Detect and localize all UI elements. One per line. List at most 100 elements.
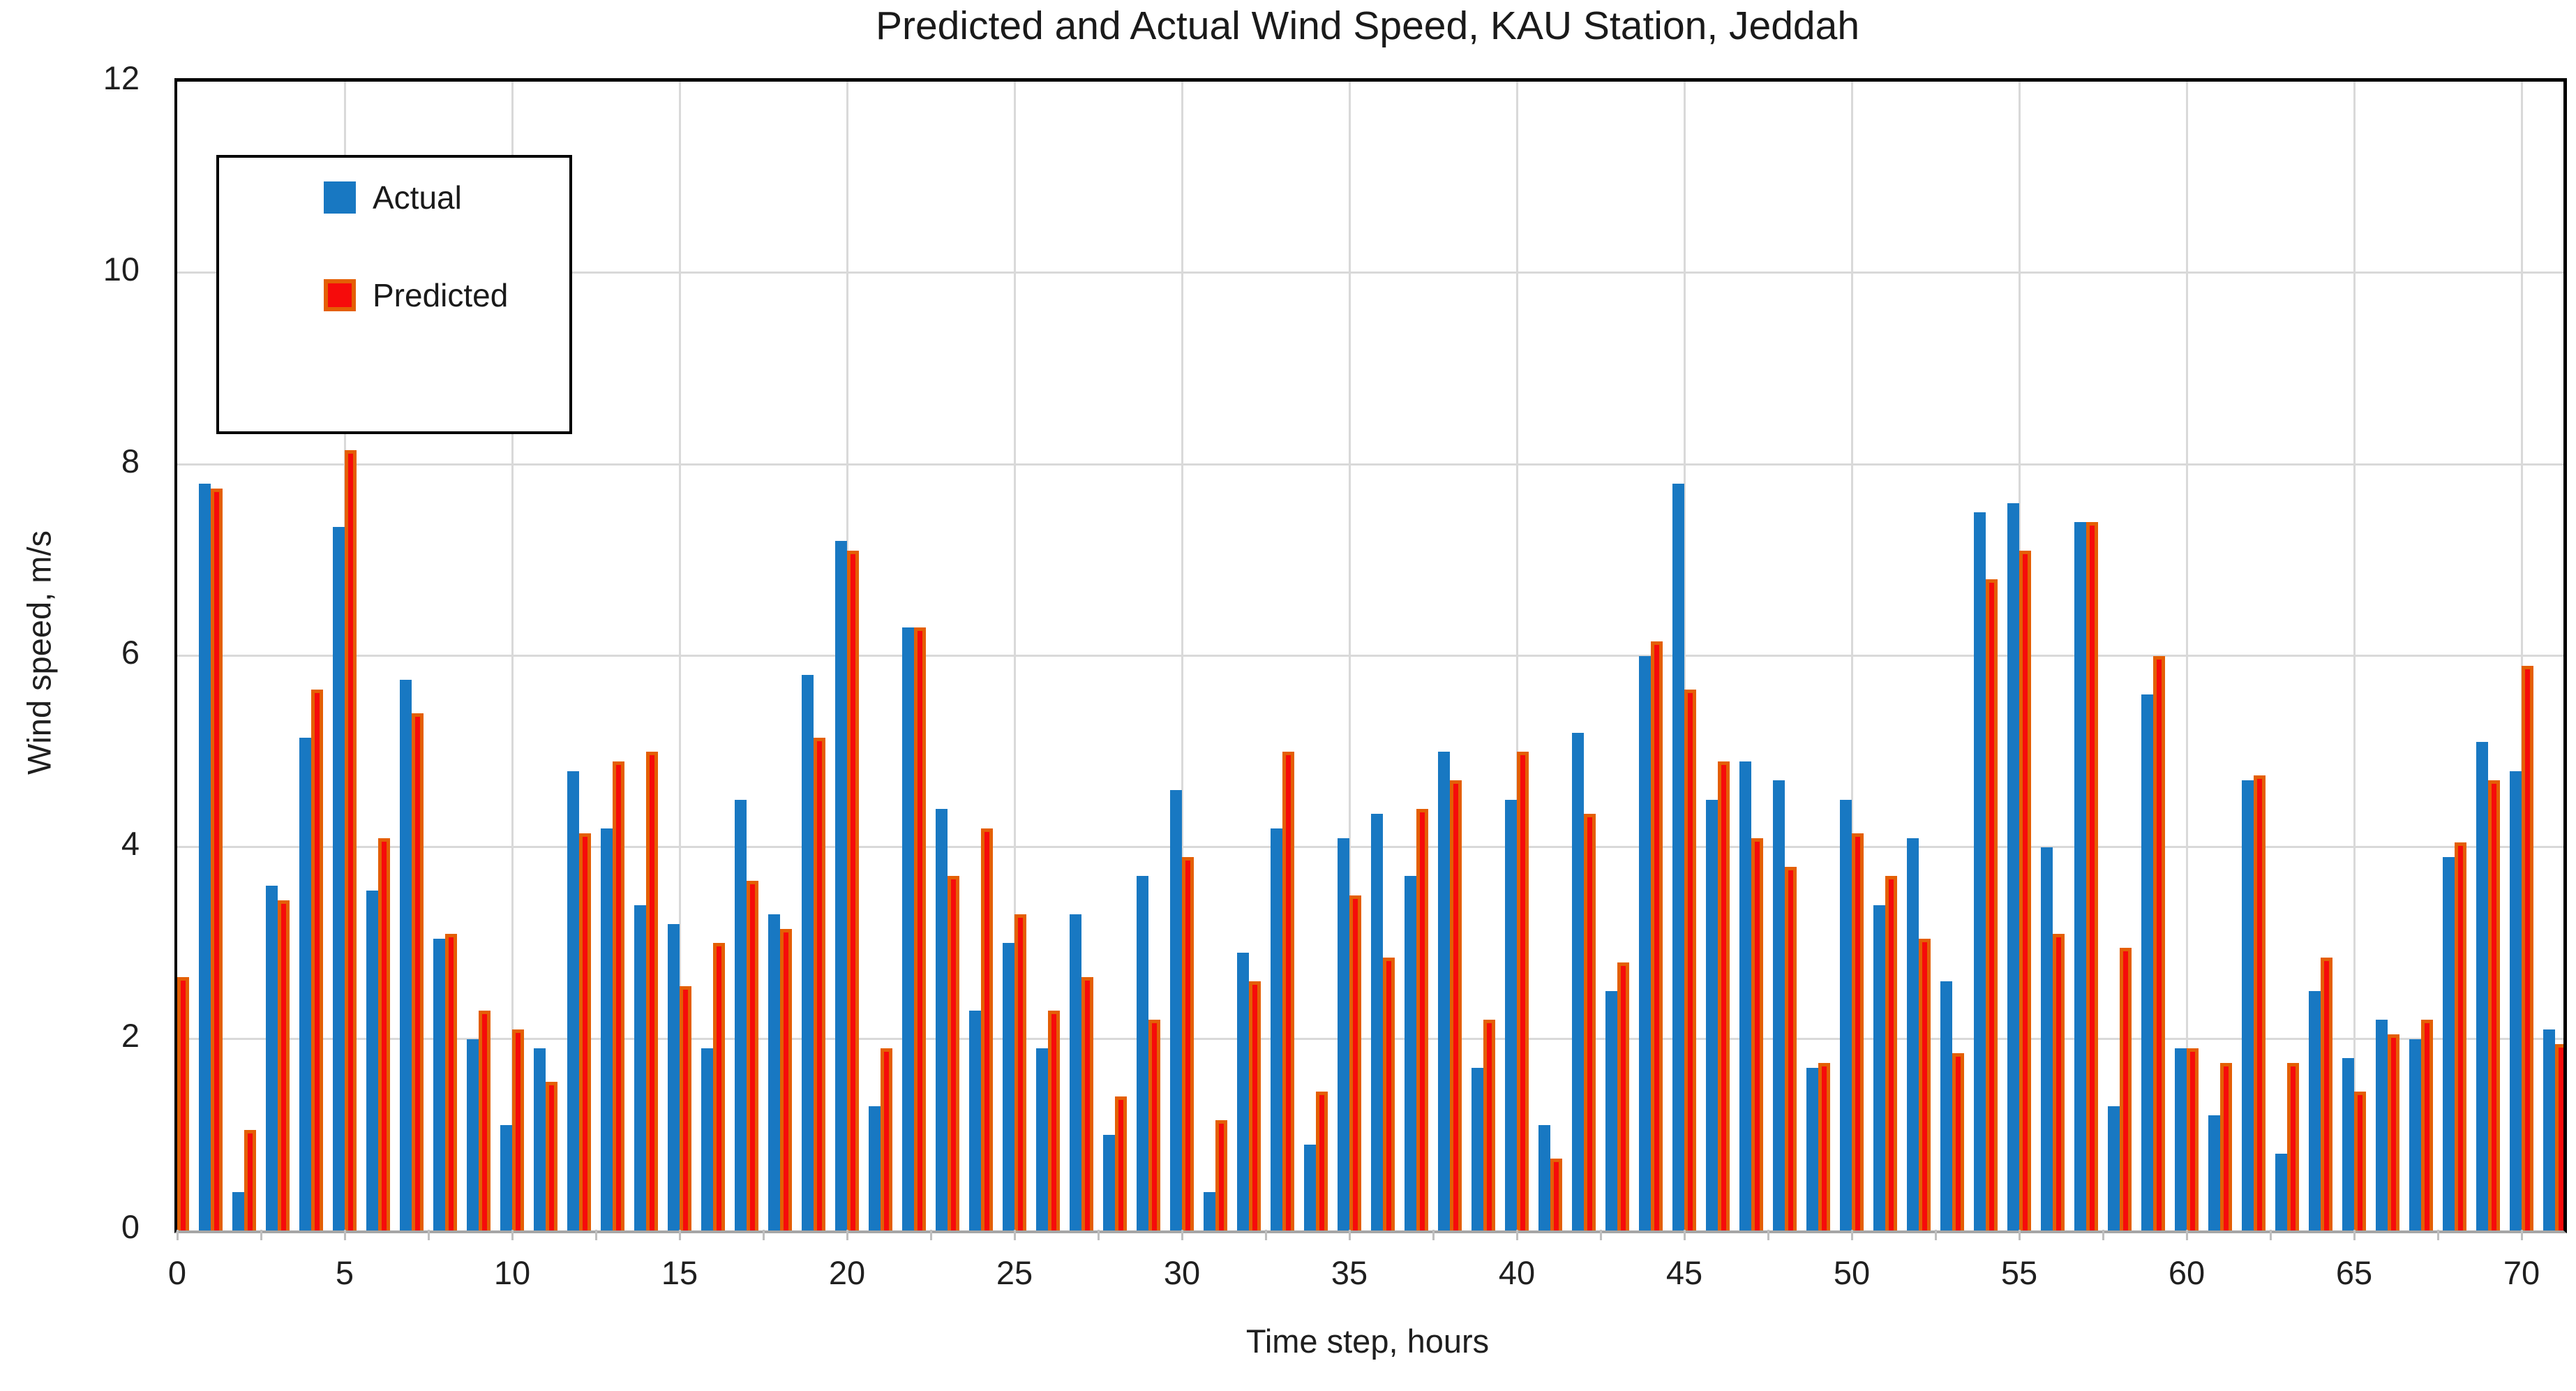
bar-actual-t27 — [1070, 914, 1081, 1230]
bar-predicted-t56 — [2053, 934, 2065, 1230]
x-axis-tick — [1098, 1230, 1100, 1240]
bar-predicted-t39 — [1483, 1020, 1495, 1230]
bar-predicted-t37 — [1416, 809, 1428, 1230]
x-tick-label: 10 — [493, 1254, 531, 1291]
x-axis-tick — [1935, 1230, 1937, 1240]
vertical-gridline — [1851, 82, 1853, 1230]
bar-predicted-t21 — [881, 1048, 892, 1230]
x-axis-tick — [679, 1230, 681, 1240]
bar-predicted-t42 — [1584, 814, 1596, 1230]
bar-actual-t53 — [1940, 981, 1952, 1230]
x-axis-tick — [2353, 1230, 2356, 1240]
bar-actual-t13 — [601, 828, 613, 1230]
x-axis-tick — [1600, 1230, 1602, 1240]
bar-predicted-t63 — [2287, 1063, 2299, 1230]
bar-predicted-t71 — [2555, 1044, 2563, 1230]
x-axis-tick — [2186, 1230, 2188, 1240]
x-axis-tick — [763, 1230, 765, 1240]
bar-predicted-t48 — [1785, 867, 1797, 1230]
bar-predicted-t16 — [713, 943, 725, 1230]
y-tick-label: 12 — [103, 59, 140, 96]
vertical-gridline — [1014, 82, 1016, 1230]
bar-actual-t47 — [1739, 761, 1751, 1230]
bar-predicted-t7 — [412, 713, 424, 1230]
horizontal-gridline — [177, 463, 2563, 466]
bar-predicted-t52 — [1919, 939, 1931, 1230]
bar-predicted-t57 — [2086, 522, 2098, 1230]
x-axis-tick — [2270, 1230, 2272, 1240]
bar-actual-t33 — [1271, 828, 1282, 1230]
bar-predicted-t12 — [579, 833, 591, 1230]
bar-predicted-t59 — [2153, 656, 2165, 1230]
bar-predicted-t50 — [1852, 833, 1864, 1230]
bar-actual-t67 — [2409, 1039, 2421, 1230]
bar-actual-t61 — [2208, 1115, 2220, 1230]
bar-predicted-t17 — [747, 881, 758, 1230]
bar-actual-t65 — [2342, 1058, 2354, 1230]
bar-actual-t50 — [1840, 800, 1852, 1230]
bar-predicted-t0 — [177, 977, 189, 1230]
bar-actual-t29 — [1137, 876, 1148, 1230]
bar-actual-t24 — [969, 1011, 981, 1230]
x-axis-tick — [1181, 1230, 1183, 1240]
bar-actual-t28 — [1103, 1135, 1115, 1230]
x-axis-tick — [2102, 1230, 2104, 1240]
bar-predicted-t69 — [2488, 780, 2500, 1230]
bar-predicted-t58 — [2120, 948, 2132, 1230]
bar-predicted-t5 — [345, 450, 357, 1230]
x-axis-title: Time step, hours — [1245, 1323, 1490, 1360]
bar-predicted-t11 — [546, 1082, 557, 1230]
bar-actual-t55 — [2007, 503, 2019, 1230]
chart-title: Predicted and Actual Wind Speed, KAU Sta… — [875, 3, 1860, 48]
bar-predicted-t30 — [1182, 857, 1194, 1230]
bar-actual-t51 — [1873, 905, 1885, 1230]
bar-predicted-t66 — [2388, 1034, 2399, 1230]
bar-actual-t57 — [2074, 522, 2086, 1230]
bar-actual-t14 — [634, 905, 646, 1230]
vertical-gridline — [679, 82, 681, 1230]
x-tick-label: 35 — [1331, 1254, 1368, 1291]
bar-predicted-t14 — [646, 752, 658, 1230]
bar-actual-t5 — [333, 527, 345, 1230]
vertical-gridline — [1349, 82, 1351, 1230]
x-tick-label: 25 — [996, 1254, 1033, 1291]
bar-predicted-t9 — [479, 1011, 491, 1230]
x-axis-tick — [511, 1230, 514, 1240]
x-tick-label: 55 — [2000, 1254, 2038, 1291]
bar-actual-t62 — [2242, 780, 2254, 1230]
y-tick-label: 8 — [121, 442, 140, 479]
bar-predicted-t4 — [311, 690, 323, 1230]
bar-predicted-t6 — [378, 838, 390, 1230]
x-axis-tick — [260, 1230, 262, 1240]
bar-actual-t9 — [467, 1039, 479, 1230]
bar-predicted-t47 — [1751, 838, 1763, 1230]
bar-predicted-t27 — [1081, 977, 1093, 1230]
bar-predicted-t70 — [2522, 666, 2533, 1230]
bar-actual-t21 — [869, 1106, 881, 1230]
bar-actual-t56 — [2041, 847, 2053, 1230]
bar-actual-t45 — [1672, 484, 1684, 1230]
legend-label-actual: Actual — [373, 179, 462, 216]
y-tick-label: 0 — [121, 1208, 140, 1245]
bar-actual-t31 — [1204, 1192, 1215, 1230]
x-tick-label: 20 — [828, 1254, 866, 1291]
bar-actual-t68 — [2443, 857, 2455, 1230]
x-tick-label: 50 — [1833, 1254, 1871, 1291]
bar-actual-t40 — [1505, 800, 1517, 1230]
vertical-gridline — [2186, 82, 2188, 1230]
horizontal-gridline — [177, 271, 2563, 274]
y-tick-label: 4 — [121, 825, 140, 863]
bar-predicted-t46 — [1718, 761, 1730, 1230]
bar-predicted-t29 — [1148, 1020, 1160, 1230]
bar-predicted-t15 — [680, 986, 691, 1230]
vertical-gridline — [2521, 82, 2523, 1230]
bar-actual-t6 — [366, 891, 378, 1230]
bar-actual-t22 — [902, 627, 914, 1230]
horizontal-gridline — [177, 846, 2563, 849]
x-axis-tick — [1265, 1230, 1267, 1240]
bar-predicted-t64 — [2321, 958, 2332, 1230]
bar-actual-t34 — [1304, 1145, 1316, 1230]
bar-actual-t58 — [2108, 1106, 2120, 1230]
bar-predicted-t13 — [613, 761, 624, 1230]
bar-actual-t70 — [2510, 771, 2522, 1230]
